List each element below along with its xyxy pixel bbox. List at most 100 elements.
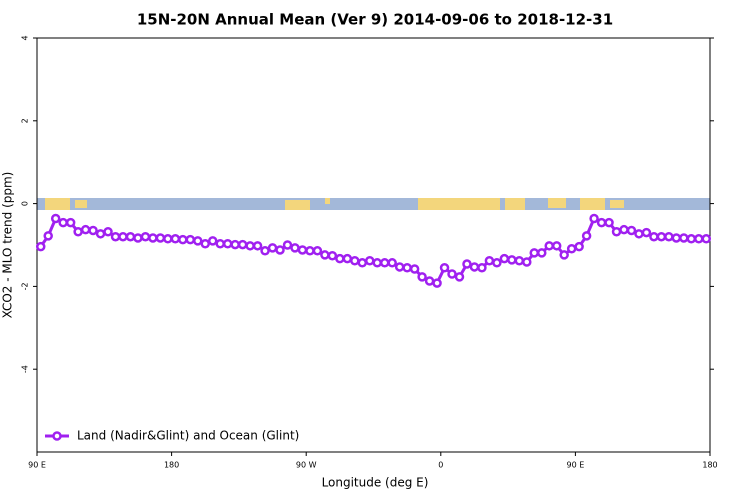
data-point [522, 257, 532, 267]
data-point [596, 217, 607, 228]
data-point [372, 258, 382, 268]
data-point [477, 263, 487, 273]
data-point [193, 236, 203, 246]
data-point [424, 276, 435, 286]
data-point [133, 233, 143, 243]
data-point [679, 233, 689, 243]
data-point [686, 234, 697, 244]
data-point [148, 233, 158, 243]
data-point [551, 241, 562, 251]
data-point [537, 248, 547, 258]
data-point [664, 231, 674, 242]
data-point [43, 231, 53, 241]
data-point [88, 225, 98, 236]
data-point [65, 217, 76, 228]
legend-marker [52, 431, 62, 441]
land-ocean-strip [37, 198, 710, 210]
data-point [499, 253, 510, 264]
y-tick-label: -4 [21, 365, 30, 373]
data-point [73, 227, 83, 237]
data-point [260, 246, 270, 256]
data-point [103, 227, 113, 237]
data-point [95, 229, 106, 239]
data-point [140, 231, 151, 242]
data-point [252, 241, 263, 251]
data-point [58, 217, 68, 228]
data-point [312, 246, 323, 256]
data-point [350, 255, 360, 266]
data-point [559, 250, 569, 260]
data-point [290, 243, 300, 253]
y-tick-label: 2 [21, 118, 30, 123]
y-tick-label: 4 [21, 35, 30, 40]
plot-frame [36, 37, 711, 453]
data-point [80, 224, 91, 235]
data-point [282, 240, 293, 250]
data-point [589, 213, 599, 224]
data-point [544, 241, 554, 251]
data-point [245, 241, 255, 251]
data-point [492, 258, 502, 268]
data-point [35, 241, 46, 252]
data-point [604, 217, 614, 228]
series-line [39, 216, 707, 285]
data-point [432, 278, 442, 288]
x-tick-label: 180 [702, 461, 717, 470]
data-point [125, 231, 136, 242]
data-point [656, 231, 667, 242]
data-point [185, 234, 196, 245]
x-tick-label: 90 E [28, 461, 46, 470]
data-point [118, 231, 128, 242]
data-point [514, 255, 525, 266]
data-point [230, 239, 240, 250]
chart-title: 15N-20N Annual Mean (Ver 9) 2014-09-06 t… [137, 11, 613, 29]
data-point [163, 234, 173, 244]
y-tick-label: -2 [21, 282, 30, 290]
data-point [402, 263, 412, 273]
data-point [626, 225, 637, 236]
legend-label: Land (Nadir&Glint) and Ocean (Glint) [77, 429, 299, 443]
data-point [409, 264, 420, 274]
data-point [365, 255, 375, 266]
data-point [694, 234, 704, 244]
data-point [462, 259, 472, 269]
x-axis-label: Longitude (deg E) [322, 476, 429, 490]
y-axis-label: XCO2 - MLO trend (ppm) [1, 172, 15, 319]
y-tick-label: 0 [21, 201, 30, 206]
data-point [178, 234, 188, 245]
data-point [701, 234, 712, 244]
data-point [634, 229, 644, 239]
data-point [320, 250, 330, 260]
data-point [222, 239, 233, 249]
data-point [529, 248, 540, 258]
data-point [619, 224, 629, 235]
data-point [439, 263, 450, 273]
data-point [170, 234, 181, 244]
data-point [297, 245, 308, 255]
data-point [215, 239, 225, 249]
data-point [379, 258, 390, 268]
data-point [342, 253, 353, 264]
data-point [305, 246, 315, 256]
data-point [387, 258, 397, 268]
x-tick-label: 90 W [296, 461, 317, 470]
data-point [267, 243, 278, 253]
x-tick-label: 180 [164, 461, 179, 470]
data-point [649, 231, 659, 242]
data-point [200, 239, 210, 249]
data-point [394, 262, 405, 272]
data-point [574, 241, 584, 252]
data-point [50, 213, 61, 224]
data-point [611, 227, 622, 237]
data-point [237, 239, 248, 250]
data-point [507, 255, 517, 265]
data-point [566, 243, 577, 254]
data-point [155, 233, 166, 243]
data-point [484, 255, 495, 266]
data-point [207, 236, 218, 246]
data-point [454, 272, 465, 282]
x-tick-label: 0 [438, 461, 443, 470]
data-point [110, 231, 121, 242]
x-tick-label: 90 E [567, 461, 585, 470]
